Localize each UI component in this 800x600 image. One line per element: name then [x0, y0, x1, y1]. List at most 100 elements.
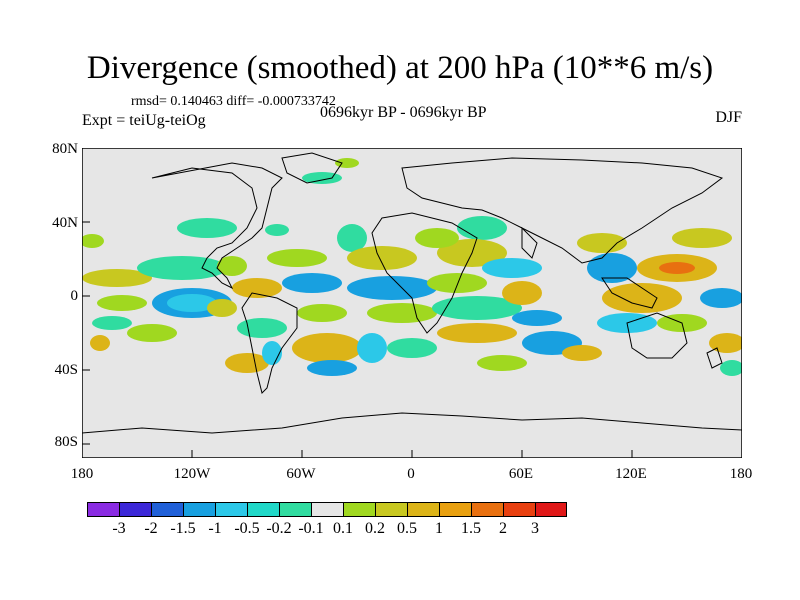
antarctica-outline	[82, 412, 742, 434]
colorbar-label: -2	[144, 520, 158, 537]
eurasia-outline	[401, 157, 724, 264]
contour-blob	[167, 294, 217, 312]
contour-blob	[347, 246, 417, 270]
colorbar-swatch	[119, 502, 151, 517]
colorbar-label: 2	[499, 520, 507, 537]
colorbar-label: 1.5	[461, 520, 481, 537]
contour-blob	[335, 158, 359, 168]
contour-blob	[82, 269, 152, 287]
contour-blob	[357, 333, 387, 363]
contour-blob	[482, 258, 542, 278]
colorbar-swatch	[375, 502, 407, 517]
contour-blob	[502, 281, 542, 305]
colorbar-label: -0.5	[234, 520, 260, 537]
contour-blob	[672, 228, 732, 248]
lat-label-0: 0	[70, 288, 79, 304]
contour-blob	[237, 318, 287, 338]
colorbar-swatch	[215, 502, 247, 517]
contour-blob	[82, 234, 104, 248]
contour-blob	[432, 296, 522, 320]
contour-blob	[307, 360, 357, 376]
colorbar-label: -1	[208, 520, 222, 537]
contour-blob	[267, 249, 327, 267]
contour-blob	[415, 228, 459, 248]
contour-blob	[265, 224, 289, 236]
contour-blob	[207, 299, 237, 317]
contour-blob	[337, 224, 367, 252]
contour-blob	[659, 262, 695, 274]
contour-blob	[225, 353, 269, 373]
colorbar-label: -1.5	[170, 520, 196, 537]
south-america-outline	[241, 292, 298, 394]
colorbar-swatch	[151, 502, 183, 517]
contour-blob	[477, 355, 527, 371]
coastlines	[82, 152, 742, 434]
contour-blob	[602, 283, 682, 313]
contour-blob	[427, 273, 487, 293]
new-zealand-outline	[706, 347, 723, 369]
contour-blob	[347, 276, 437, 300]
experiment-label: Expt = teiUg-teiOg	[82, 112, 206, 129]
colorbar-label: 1	[435, 520, 443, 537]
period-label: 0696kyr BP - 0696kyr BP	[320, 104, 487, 121]
contour-blob	[587, 253, 637, 283]
greenland-outline	[281, 152, 343, 184]
divergence-map	[82, 148, 742, 458]
lat-label-80s: 80S	[54, 434, 78, 450]
australia-outline	[626, 312, 688, 359]
contour-blob	[177, 218, 237, 238]
colorbar-label: -3	[112, 520, 126, 537]
lon-label-60w: 60W	[286, 466, 316, 482]
colorbar-label: -0.1	[298, 520, 324, 537]
colorbar-swatch	[183, 502, 215, 517]
india-outline	[521, 226, 538, 259]
contour-blob	[512, 310, 562, 326]
colorbar-swatch	[407, 502, 439, 517]
contour-blob	[387, 338, 437, 358]
lat-label-40n: 40N	[52, 215, 78, 231]
contour-blob	[297, 304, 347, 322]
contour-blob	[457, 216, 507, 240]
lon-label-180e: 180	[729, 466, 753, 482]
contour-blob	[302, 172, 342, 184]
contour-blob	[90, 335, 110, 351]
lon-label-120e: 120E	[615, 466, 647, 482]
lon-label-0: 0	[407, 466, 415, 482]
contour-blob	[137, 256, 227, 280]
season-label: DJF	[715, 109, 742, 126]
africa-outline	[371, 212, 478, 334]
colorbar-swatch	[87, 502, 119, 517]
colorbar-swatch	[471, 502, 503, 517]
colorbar-swatch	[439, 502, 471, 517]
lat-label-80n: 80N	[52, 141, 78, 157]
colorbar	[87, 502, 567, 517]
lon-label-180w: 180	[70, 466, 94, 482]
north-america-outline	[151, 162, 283, 290]
lon-label-60e: 60E	[508, 466, 534, 482]
contour-blob	[437, 323, 517, 343]
lat-label-40s: 40S	[54, 362, 78, 378]
contour-blob	[562, 345, 602, 361]
maritime-continent-outline	[601, 277, 658, 309]
contour-blob	[92, 316, 132, 330]
colorbar-label: 0.1	[333, 520, 353, 537]
map-title: Divergence (smoothed) at 200 hPa (10**6 …	[86, 50, 714, 86]
colorbar-label: 0.2	[365, 520, 385, 537]
contour-blob	[720, 360, 742, 376]
colorbar-swatch	[247, 502, 279, 517]
colorbar-swatch	[279, 502, 311, 517]
colorbar-swatch	[503, 502, 535, 517]
contour-blob	[127, 324, 177, 342]
contour-blob	[700, 288, 742, 308]
colorbar-label: -0.2	[266, 520, 292, 537]
colorbar-swatch	[311, 502, 343, 517]
rmsd-diff-stats: rmsd= 0.140463 diff= -0.000733742	[131, 94, 336, 109]
contour-blob	[282, 273, 342, 293]
colorbar-swatch	[535, 502, 567, 517]
colorbar-label: 0.5	[397, 520, 417, 537]
contour-blob	[97, 295, 147, 311]
contour-blob	[232, 278, 282, 298]
axis-ticks	[82, 148, 633, 458]
contour-blob	[367, 303, 437, 323]
colorbar-swatch	[343, 502, 375, 517]
